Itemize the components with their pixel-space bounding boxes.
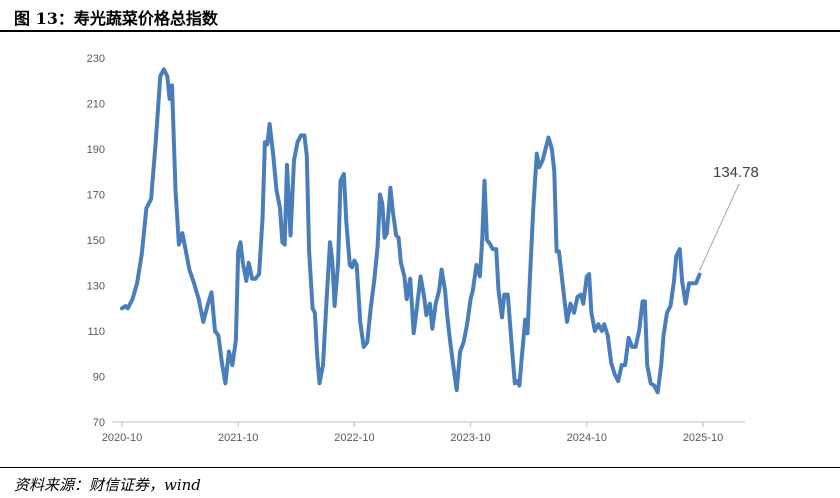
x-tick-label: 2025-10 (683, 432, 723, 444)
series-line (120, 67, 702, 395)
y-tick-label: 150 (87, 235, 105, 247)
annotation-label: 134.78 (713, 164, 759, 181)
bottom-rule (0, 467, 840, 468)
y-tick-label: 190 (87, 144, 105, 156)
y-tick-label: 170 (87, 190, 105, 202)
x-tick-label: 2021-10 (218, 432, 258, 444)
x-axis: 2020-10 2021-10 2022-10 2023-10 2024-10 2025-… (102, 422, 723, 444)
y-tick-label: 70 (93, 417, 105, 429)
x-tick-label: 2020-10 (102, 432, 142, 444)
x-tick-label: 2023-10 (450, 432, 490, 444)
y-tick-label: 90 (93, 372, 105, 384)
y-tick-label: 210 (87, 99, 105, 111)
x-tick-label: 2024-10 (567, 432, 607, 444)
y-tick-label: 230 (87, 53, 105, 65)
figure-title: 图 13：寿光蔬菜价格总指数 (14, 9, 218, 28)
y-tick-label: 110 (87, 326, 105, 338)
top-rule (0, 30, 840, 32)
line-chart: 70 90 110 130 150 170 190 210 230 2020-10 2021-10… (87, 53, 759, 444)
x-tick-label: 2022-10 (334, 432, 374, 444)
y-tick-label: 130 (87, 281, 105, 293)
source-note: 资料来源：财信证券，wind (14, 476, 201, 494)
annotation-leader (699, 183, 740, 271)
y-axis: 70 90 110 130 150 170 190 210 230 (87, 53, 105, 429)
